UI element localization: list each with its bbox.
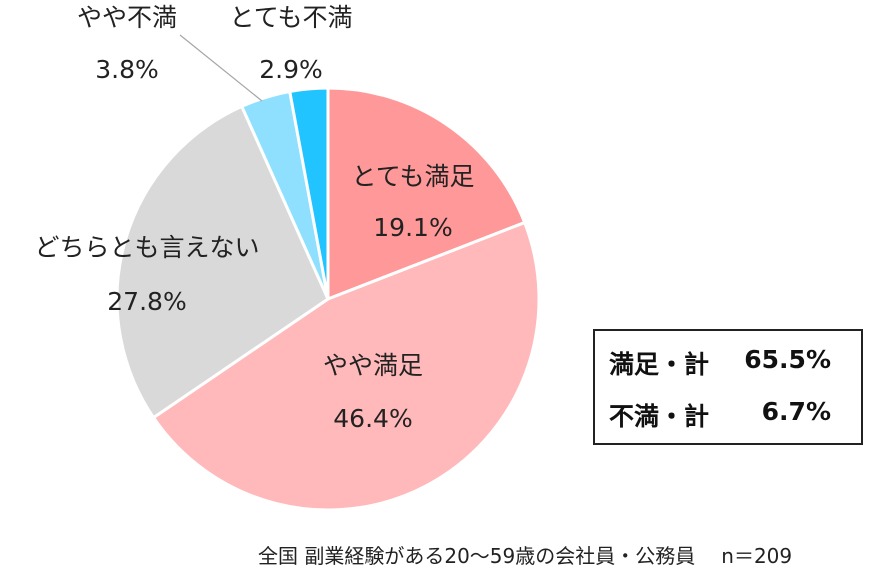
footnote-text: 全国 副業経験がある20～59歳の会社員・公務員	[258, 544, 696, 568]
slice-label-totemo-manzoku: とても満足	[351, 162, 474, 191]
slice-label-dochira: どちらとも言えない	[34, 233, 259, 262]
pie-slice-1	[151, 220, 541, 512]
summary-row-dissatisfied: 不満・計 6.7%	[609, 391, 831, 431]
slice-value-totemo-fuman: 2.9%	[259, 55, 323, 84]
summary-box: 満足・計 65.5% 不満・計 6.7%	[593, 329, 863, 445]
pie-slice-4	[288, 86, 330, 300]
summary-row-satisfied: 満足・計 65.5%	[609, 339, 831, 379]
pie-slices	[115, 86, 541, 512]
slice-label-yaya-manzoku: やや満足	[323, 351, 423, 380]
summary-satisfied-name: 満足・計	[609, 350, 710, 379]
summary-dissatisfied-value: 6.7%	[761, 397, 831, 426]
slice-value-totemo-manzoku: 19.1%	[373, 213, 452, 242]
slice-label-totemo-fuman: とても不満	[229, 3, 352, 32]
summary-satisfied-value: 65.5%	[744, 345, 831, 374]
pie-slice-0	[326, 86, 527, 302]
slice-value-yaya-manzoku: 46.4%	[333, 404, 412, 433]
slice-label-yaya-fuman: やや不満	[77, 3, 177, 32]
slice-value-dochira: 27.8%	[107, 287, 186, 316]
footnote: 全国 副業経験がある20～59歳の会社員・公務員 n＝209	[258, 540, 792, 569]
leader-line-yayafuman	[179, 34, 263, 102]
footnote-sample-size: n＝209	[721, 544, 793, 568]
summary-dissatisfied-name: 不満・計	[609, 402, 710, 431]
slice-value-yaya-fuman: 3.8%	[95, 55, 159, 84]
